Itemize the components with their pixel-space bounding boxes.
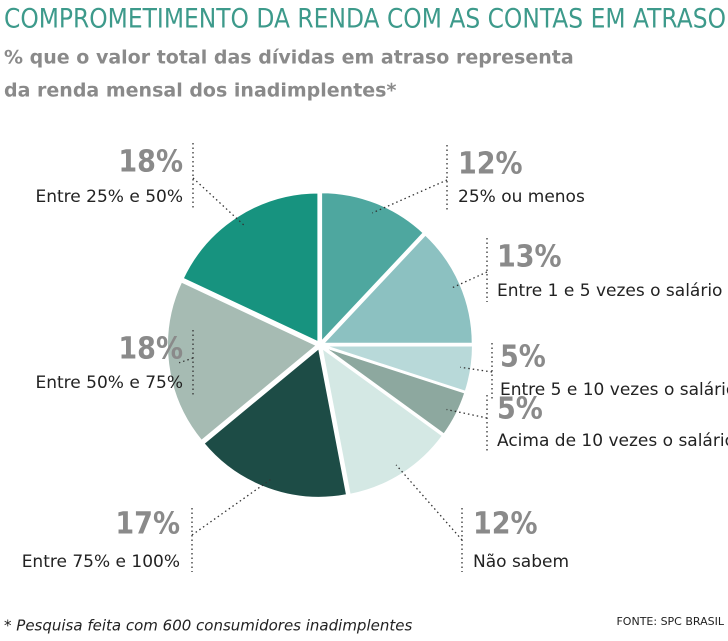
- subtitle: da renda mensal dos inadimplentes*: [4, 80, 396, 102]
- pie-slice: [320, 191, 426, 345]
- value-label: 13%: [497, 240, 562, 275]
- leader-line: [372, 145, 448, 214]
- slice-label: Acima de 10 vezes o salário: [497, 431, 728, 451]
- footnote: * Pesquisa feita com 600 consumidores in…: [4, 617, 412, 635]
- slice-label: Entre 5 e 10 vezes o salário: [500, 380, 728, 400]
- value-label: 12%: [473, 507, 538, 542]
- pie-slice: [320, 345, 445, 497]
- subtitle: % que o valor total das dívidas em atras…: [4, 47, 574, 69]
- value-label: 18%: [118, 145, 183, 180]
- source: FONTE: SPC BRASIL: [616, 615, 724, 628]
- slice-label: Entre 50% e 75%: [36, 373, 184, 393]
- pie-slice: [166, 280, 319, 443]
- slice-label: 25% ou menos: [458, 187, 585, 207]
- slice-label: Entre 75% e 100%: [22, 552, 180, 572]
- value-label: 5%: [497, 392, 543, 427]
- leader-line: [450, 238, 488, 302]
- chart-title: COMPROMETIMENTO DA RENDA COM AS CONTAS E…: [4, 4, 726, 35]
- slice-label: Não sabem: [473, 552, 569, 572]
- pie-slice: [322, 345, 467, 436]
- value-label: 5%: [500, 340, 546, 375]
- leader-line: [192, 143, 245, 226]
- leader-line: [178, 330, 194, 395]
- leader-line: [460, 343, 493, 400]
- slice-label: Entre 25% e 50%: [36, 187, 184, 207]
- pie-slice: [320, 233, 474, 345]
- leader-line: [395, 464, 463, 572]
- value-label: 12%: [458, 147, 523, 182]
- pie-slice: [181, 191, 320, 345]
- leader-line: [446, 395, 488, 452]
- leader-line: [191, 478, 273, 572]
- pie-slice: [201, 345, 349, 499]
- slice-label: Entre 1 e 5 vezes o salário: [497, 281, 722, 301]
- value-label: 17%: [115, 507, 180, 542]
- value-label: 18%: [118, 332, 183, 367]
